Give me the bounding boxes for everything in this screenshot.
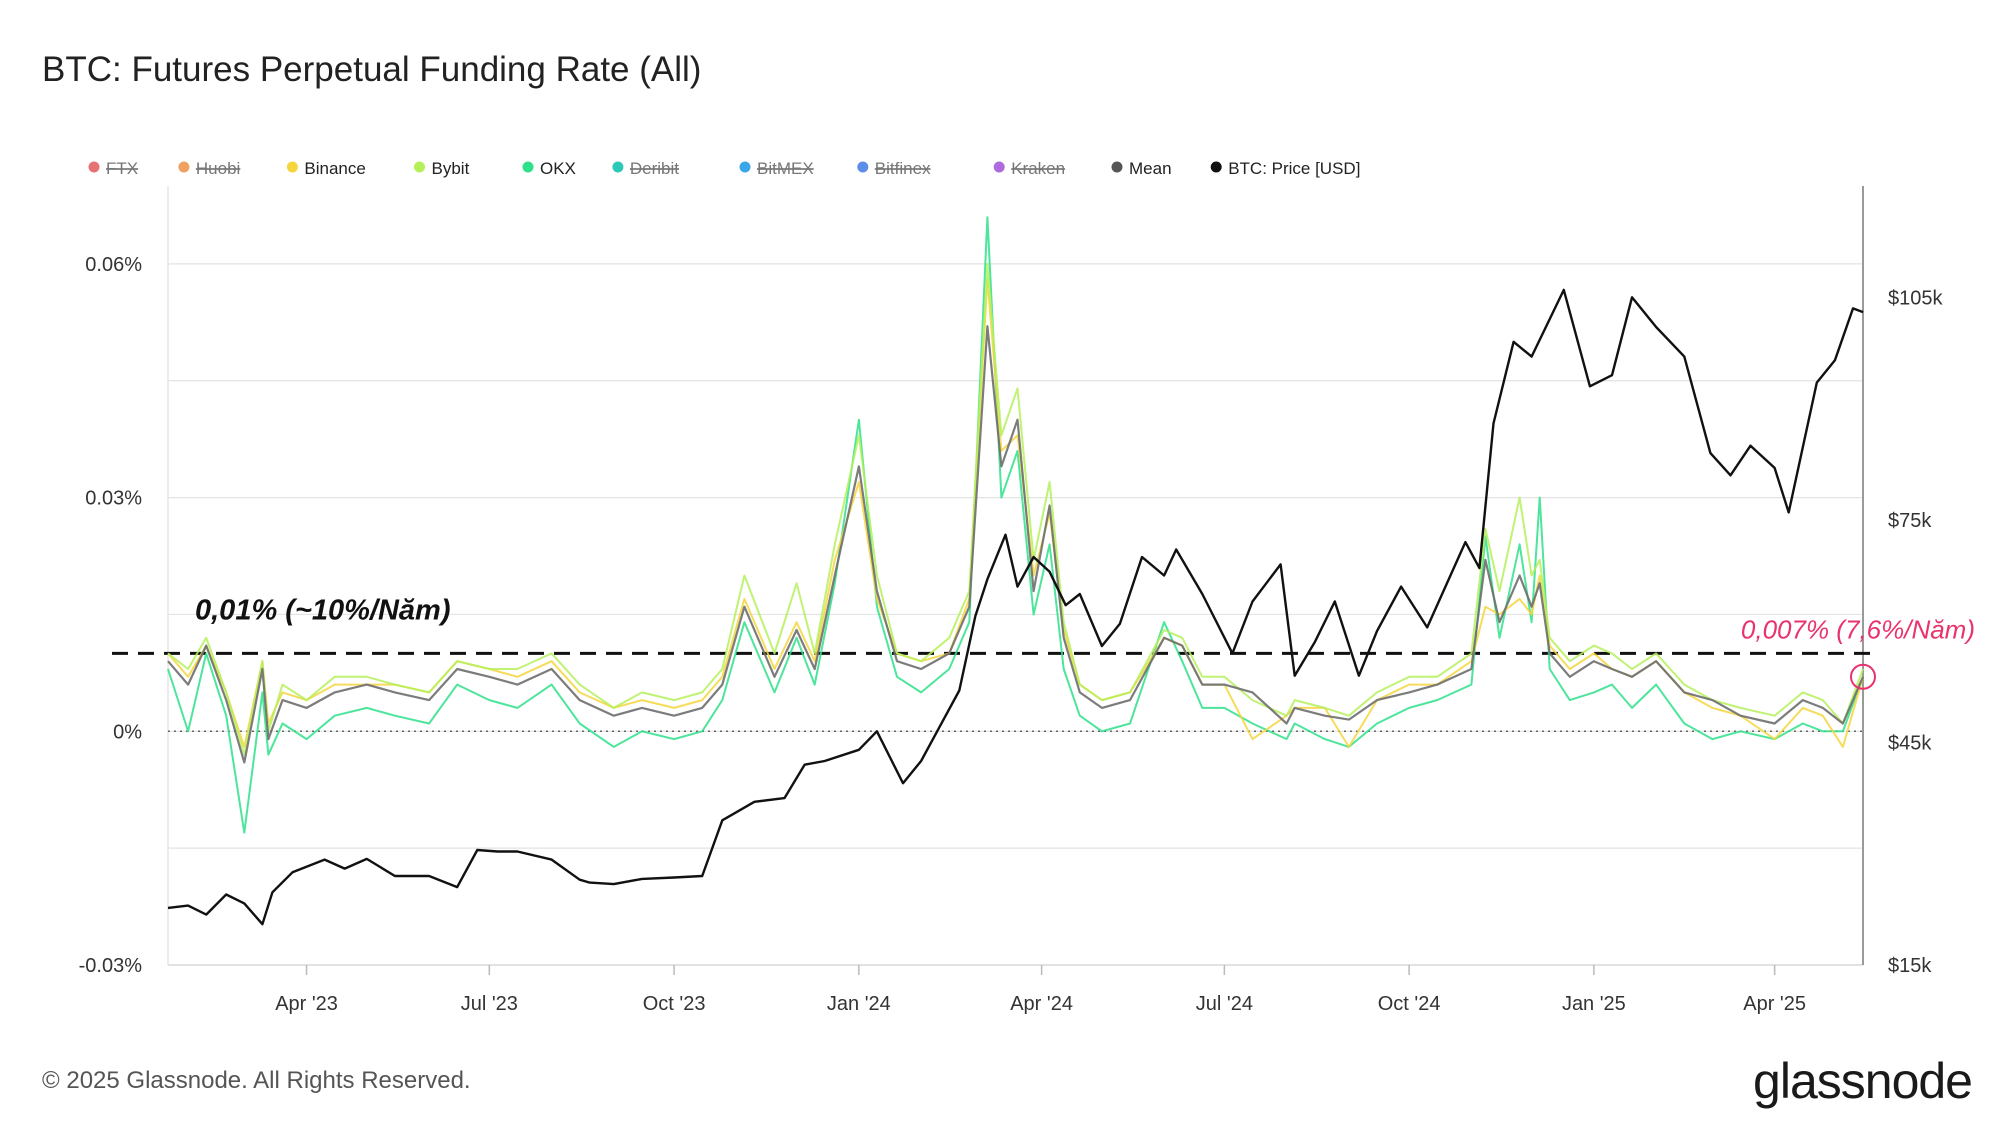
legend-item[interactable]: Binance <box>286 159 366 178</box>
legend-marker <box>993 161 1005 173</box>
legend-label: Bybit <box>432 159 470 178</box>
legend-marker <box>88 161 100 173</box>
y-right-tick-label: $75k <box>1888 510 1932 532</box>
legend-item[interactable]: OKX <box>522 159 576 178</box>
legend-item[interactable]: Deribit <box>612 159 679 178</box>
x-tick-label: Apr '23 <box>275 993 338 1015</box>
page-title: BTC: Futures Perpetual Funding Rate (All… <box>42 50 702 89</box>
x-tick-label: Oct '23 <box>643 993 706 1015</box>
legend-marker <box>414 161 425 173</box>
threshold-label: 0,01% (~10%/Năm) <box>195 594 451 626</box>
series-line-okx <box>167 216 1864 834</box>
y-left-tick-label: 0% <box>113 721 142 743</box>
annotation-circle <box>1849 663 1876 690</box>
legend-marker <box>739 161 751 173</box>
legend-marker <box>1210 161 1222 173</box>
legend-item[interactable]: Bybit <box>414 159 470 178</box>
legend-label: Mean <box>1129 159 1172 178</box>
x-tick-label: Jul '23 <box>461 993 518 1015</box>
series-line-binance <box>167 278 1864 748</box>
legend-marker <box>612 161 624 173</box>
legend-marker <box>857 161 869 173</box>
annotation-label: 0,007% (7,6%/Năm) <box>1741 614 1975 644</box>
series-line-bybit <box>167 262 1864 756</box>
legend-label: FTX <box>106 159 138 178</box>
legend-label: BTC: Price [USD] <box>1228 159 1360 178</box>
legend-item[interactable]: Kraken <box>993 159 1065 178</box>
legend-label: OKX <box>540 159 576 178</box>
legend-item[interactable]: Mean <box>1111 159 1172 178</box>
legend-label: Kraken <box>1011 159 1065 178</box>
glassnode-logo: glassnode <box>1753 1053 1973 1109</box>
series-line-mean <box>167 325 1865 764</box>
legend-item[interactable]: BTC: Price [USD] <box>1210 159 1361 178</box>
legend-label: Bitfinex <box>875 159 931 178</box>
y-left-tick-label: -0.03% <box>79 955 143 977</box>
copyright-footer: © 2025 Glassnode. All Rights Reserved. <box>42 1067 471 1094</box>
legend-item[interactable]: FTX <box>88 159 139 178</box>
series-line-btc-price-usd <box>167 288 1864 926</box>
legend-marker <box>1111 161 1123 173</box>
x-tick-label: Jul '24 <box>1196 993 1253 1015</box>
legend-marker <box>286 161 298 173</box>
y-left-tick-label: 0.03% <box>85 488 142 510</box>
x-tick-label: Apr '25 <box>1743 993 1806 1015</box>
x-tick-label: Jan '25 <box>1562 993 1626 1015</box>
y-right-tick-label: $105k <box>1888 287 1943 309</box>
legend-item[interactable]: BitMEX <box>739 159 814 178</box>
x-tick-label: Apr '24 <box>1010 993 1073 1015</box>
x-tick-label: Oct '24 <box>1378 993 1441 1015</box>
x-tick-label: Jan '24 <box>827 993 891 1015</box>
legend-label: Deribit <box>630 159 679 178</box>
legend-marker <box>178 161 190 173</box>
legend-item[interactable]: Huobi <box>178 159 240 178</box>
legend-marker <box>522 161 534 173</box>
legend-label: Huobi <box>196 159 240 178</box>
y-right-tick-label: $45k <box>1888 732 1932 754</box>
y-left-tick-label: 0.06% <box>85 254 142 276</box>
legend-item[interactable]: Bitfinex <box>857 159 931 178</box>
legend-label: BitMEX <box>757 159 814 178</box>
legend-label: Binance <box>304 159 365 178</box>
y-right-tick-label: $15k <box>1888 955 1932 977</box>
